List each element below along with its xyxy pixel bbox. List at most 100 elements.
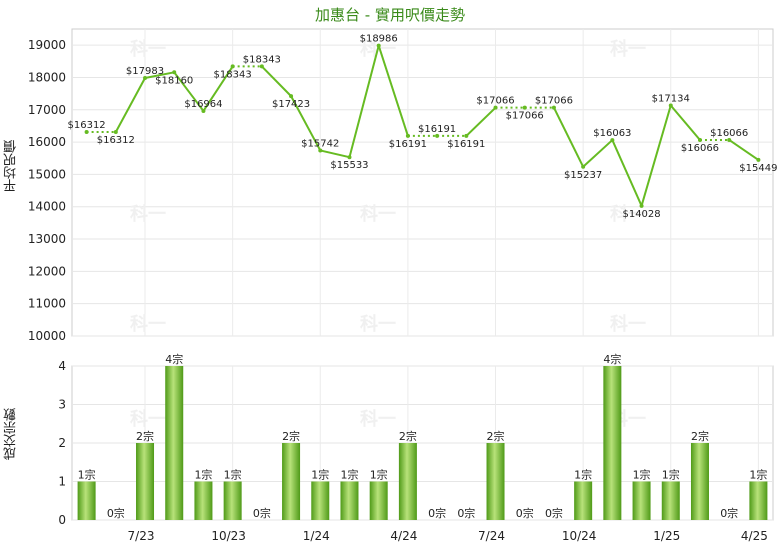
count-bar bbox=[340, 481, 359, 520]
watermark: 科一 bbox=[610, 313, 646, 335]
price-point bbox=[610, 138, 615, 143]
count-bar bbox=[165, 366, 184, 520]
price-tick-label: 13000 bbox=[28, 232, 66, 246]
watermark: 科一 bbox=[360, 313, 396, 335]
count-bar bbox=[632, 481, 651, 520]
price-point bbox=[289, 94, 294, 99]
price-point bbox=[259, 64, 264, 69]
price-point bbox=[668, 103, 673, 108]
count-data-label: 1宗 bbox=[749, 468, 767, 482]
price-point bbox=[697, 137, 702, 142]
price-line-segment bbox=[202, 65, 234, 112]
count-bar bbox=[194, 481, 213, 520]
count-tick-label: 2 bbox=[58, 436, 66, 450]
x-tick-label: 10/24 bbox=[562, 529, 597, 543]
price-tick-label: 16000 bbox=[28, 135, 66, 149]
x-tick-label: 7/23 bbox=[128, 529, 155, 543]
price-line-segment bbox=[582, 139, 614, 168]
price-tick-label: 19000 bbox=[28, 38, 66, 52]
price-data-label: $17066 bbox=[506, 111, 544, 122]
price-point bbox=[551, 105, 556, 110]
count-data-label: 1宗 bbox=[370, 468, 388, 482]
price-tick-label: 10000 bbox=[28, 329, 66, 343]
price-point bbox=[435, 133, 440, 138]
count-data-label: 0宗 bbox=[428, 506, 446, 520]
price-tick-label: 18000 bbox=[28, 70, 66, 84]
price-data-label: $14028 bbox=[622, 209, 660, 220]
price-data-label: $18986 bbox=[360, 34, 398, 45]
watermark: 科一 bbox=[360, 203, 396, 225]
count-data-label: 0宗 bbox=[253, 506, 271, 520]
price-point bbox=[318, 148, 323, 153]
count-data-label: 1宗 bbox=[78, 468, 96, 482]
price-tick-label: 11000 bbox=[28, 297, 66, 311]
count-data-label: 2宗 bbox=[399, 429, 417, 443]
count-data-label: 0宗 bbox=[516, 506, 534, 520]
price-line-segment bbox=[377, 45, 409, 137]
count-data-label: 1宗 bbox=[311, 468, 329, 482]
watermark: 科一 bbox=[610, 203, 646, 225]
price-line-segment bbox=[173, 71, 205, 112]
count-tick-label: 3 bbox=[58, 398, 66, 412]
price-data-label: $18160 bbox=[155, 75, 193, 86]
x-tick-label: 4/25 bbox=[741, 529, 768, 543]
count-data-label: 2宗 bbox=[282, 429, 300, 443]
price-point bbox=[376, 43, 381, 48]
price-data-label: $15742 bbox=[301, 138, 339, 149]
count-data-label: 4宗 bbox=[165, 352, 183, 366]
price-data-label: $18343 bbox=[243, 54, 281, 65]
price-line-segment bbox=[640, 105, 672, 207]
count-data-label: 1宗 bbox=[224, 468, 242, 482]
price-data-label: $17066 bbox=[535, 96, 573, 107]
watermark: 科一 bbox=[610, 38, 646, 60]
price-data-label: $16191 bbox=[418, 124, 456, 135]
price-line-segment bbox=[348, 45, 380, 158]
count-tick-label: 4 bbox=[58, 359, 66, 373]
price-line-segment bbox=[320, 149, 350, 159]
count-data-label: 1宗 bbox=[340, 468, 358, 482]
count-data-label: 2宗 bbox=[136, 429, 154, 443]
count-bar bbox=[486, 443, 505, 520]
count-bar bbox=[223, 481, 242, 520]
price-data-label: $17983 bbox=[126, 66, 164, 77]
price-point bbox=[230, 64, 235, 69]
count-bar bbox=[661, 481, 680, 520]
count-data-label: 0宗 bbox=[545, 506, 563, 520]
count-data-label: 1宗 bbox=[574, 468, 592, 482]
price-tick-label: 12000 bbox=[28, 264, 66, 278]
count-bar bbox=[136, 443, 155, 520]
price-line-segment bbox=[728, 139, 759, 161]
price-point bbox=[143, 76, 148, 81]
price-point bbox=[405, 133, 410, 138]
x-tick-label: 1/25 bbox=[653, 529, 680, 543]
count-data-label: 1宗 bbox=[662, 468, 680, 482]
count-data-label: 4宗 bbox=[603, 352, 621, 366]
x-tick-label: 4/24 bbox=[390, 529, 417, 543]
price-data-label: $16191 bbox=[389, 139, 427, 150]
count-data-label: 1宗 bbox=[633, 468, 651, 482]
price-data-label: $15449 bbox=[739, 163, 777, 174]
price-data-label: $17066 bbox=[476, 96, 514, 107]
price-point bbox=[347, 155, 352, 160]
price-point bbox=[172, 70, 177, 75]
count-bar bbox=[749, 481, 768, 520]
price-data-label: $16964 bbox=[184, 99, 222, 110]
price-data-label: $16312 bbox=[97, 135, 135, 146]
x-tick-label: 7/24 bbox=[478, 529, 505, 543]
count-bar bbox=[282, 443, 301, 520]
price-point bbox=[639, 203, 644, 208]
price-point bbox=[493, 105, 498, 110]
price-line-segment bbox=[611, 139, 643, 207]
count-bar bbox=[398, 443, 417, 520]
price-data-label: $17134 bbox=[652, 93, 690, 104]
watermark: 科一 bbox=[130, 408, 166, 430]
count-data-label: 1宗 bbox=[194, 468, 212, 482]
price-line-segment bbox=[261, 65, 292, 97]
price-data-label: $15533 bbox=[330, 160, 368, 171]
count-bar bbox=[311, 481, 330, 520]
x-tick-label: 10/23 bbox=[211, 529, 246, 543]
count-bar bbox=[603, 366, 622, 520]
count-bar bbox=[77, 481, 96, 520]
price-line-segment bbox=[114, 77, 146, 133]
